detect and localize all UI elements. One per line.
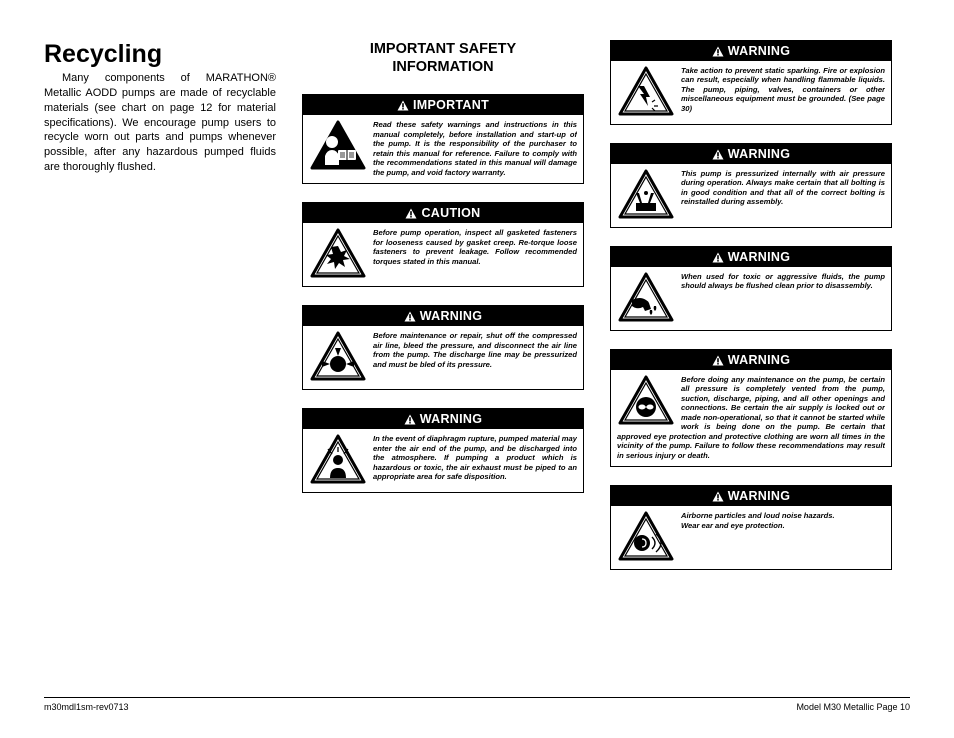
label-warning-text: WARNING (728, 147, 791, 161)
footer-right: Model M30 Metallic Page 10 (796, 702, 910, 712)
label-warning-text: WARNING (420, 412, 483, 426)
hazard-toxic-icon (617, 272, 675, 322)
recycling-body: Many components of MARATHON® Metallic AO… (44, 71, 276, 175)
safety-heading: IMPORTANT SAFETYINFORMATION (302, 40, 584, 76)
label-warning: WARNING (303, 409, 583, 429)
box-warning-noise: WARNING Airborne particles and loud nois… (610, 485, 892, 570)
box-warning-maintenance: WARNING Before doing any maintenance on … (610, 349, 892, 467)
col-recycling: Recycling Many components of MARATHON® M… (44, 40, 276, 588)
alert-triangle-icon (404, 414, 416, 425)
hazard-bolt-icon (617, 169, 675, 219)
alert-triangle-icon (712, 46, 724, 57)
box-caution: CAUTION Before pump operation, inspect a… (302, 202, 584, 287)
alert-triangle-icon (397, 100, 409, 111)
label-important-text: IMPORTANT (413, 98, 489, 112)
alert-triangle-icon (712, 252, 724, 263)
hazard-eye-icon (617, 375, 675, 425)
hazard-person-icon (309, 434, 367, 484)
box-warning-maint: WARNING Before maintenance or repair, sh… (302, 305, 584, 390)
label-important: IMPORTANT (303, 95, 583, 115)
label-warning: WARNING (611, 486, 891, 506)
box-important: IMPORTANT Read these safety warnings and… (302, 94, 584, 184)
alert-triangle-icon (712, 491, 724, 502)
label-warning: WARNING (611, 247, 891, 267)
alert-triangle-icon (405, 208, 417, 219)
label-warning-text: WARNING (728, 250, 791, 264)
box-warning-static: WARNING Take action to prevent static sp… (610, 40, 892, 125)
label-caution-text: CAUTION (421, 206, 480, 220)
hazard-pressure-icon (309, 331, 367, 381)
label-warning: WARNING (611, 41, 891, 61)
label-warning-text: WARNING (728, 353, 791, 367)
footer: m30mdl1sm-rev0713 Model M30 Metallic Pag… (44, 697, 910, 712)
hazard-manual-icon (309, 120, 367, 170)
col-safety-right: WARNING Take action to prevent static sp… (610, 40, 892, 588)
hazard-noise-icon (617, 511, 675, 561)
label-warning-text: WARNING (728, 44, 791, 58)
box-warning-pressurized: WARNING This pump is pressurized interna… (610, 143, 892, 228)
alert-triangle-icon (712, 149, 724, 160)
box-warning-diaphragm: WARNING In the event of diaphragm ruptur… (302, 408, 584, 493)
col-safety-mid: IMPORTANT SAFETYINFORMATION IMPORTANT Re… (302, 40, 584, 588)
alert-triangle-icon (712, 355, 724, 366)
columns: Recycling Many components of MARATHON® M… (44, 40, 910, 588)
label-warning: WARNING (611, 350, 891, 370)
recycling-heading: Recycling (44, 40, 276, 69)
label-warning-text: WARNING (420, 309, 483, 323)
hazard-spark-icon (617, 66, 675, 116)
label-warning: WARNING (611, 144, 891, 164)
footer-left: m30mdl1sm-rev0713 (44, 702, 129, 712)
label-caution: CAUTION (303, 203, 583, 223)
label-warning-text: WARNING (728, 489, 791, 503)
box-warning-toxic: WARNING When used for toxic or aggressiv… (610, 246, 892, 331)
alert-triangle-icon (404, 311, 416, 322)
hazard-burst-icon (309, 228, 367, 278)
label-warning: WARNING (303, 306, 583, 326)
page: Recycling Many components of MARATHON® M… (0, 0, 954, 738)
